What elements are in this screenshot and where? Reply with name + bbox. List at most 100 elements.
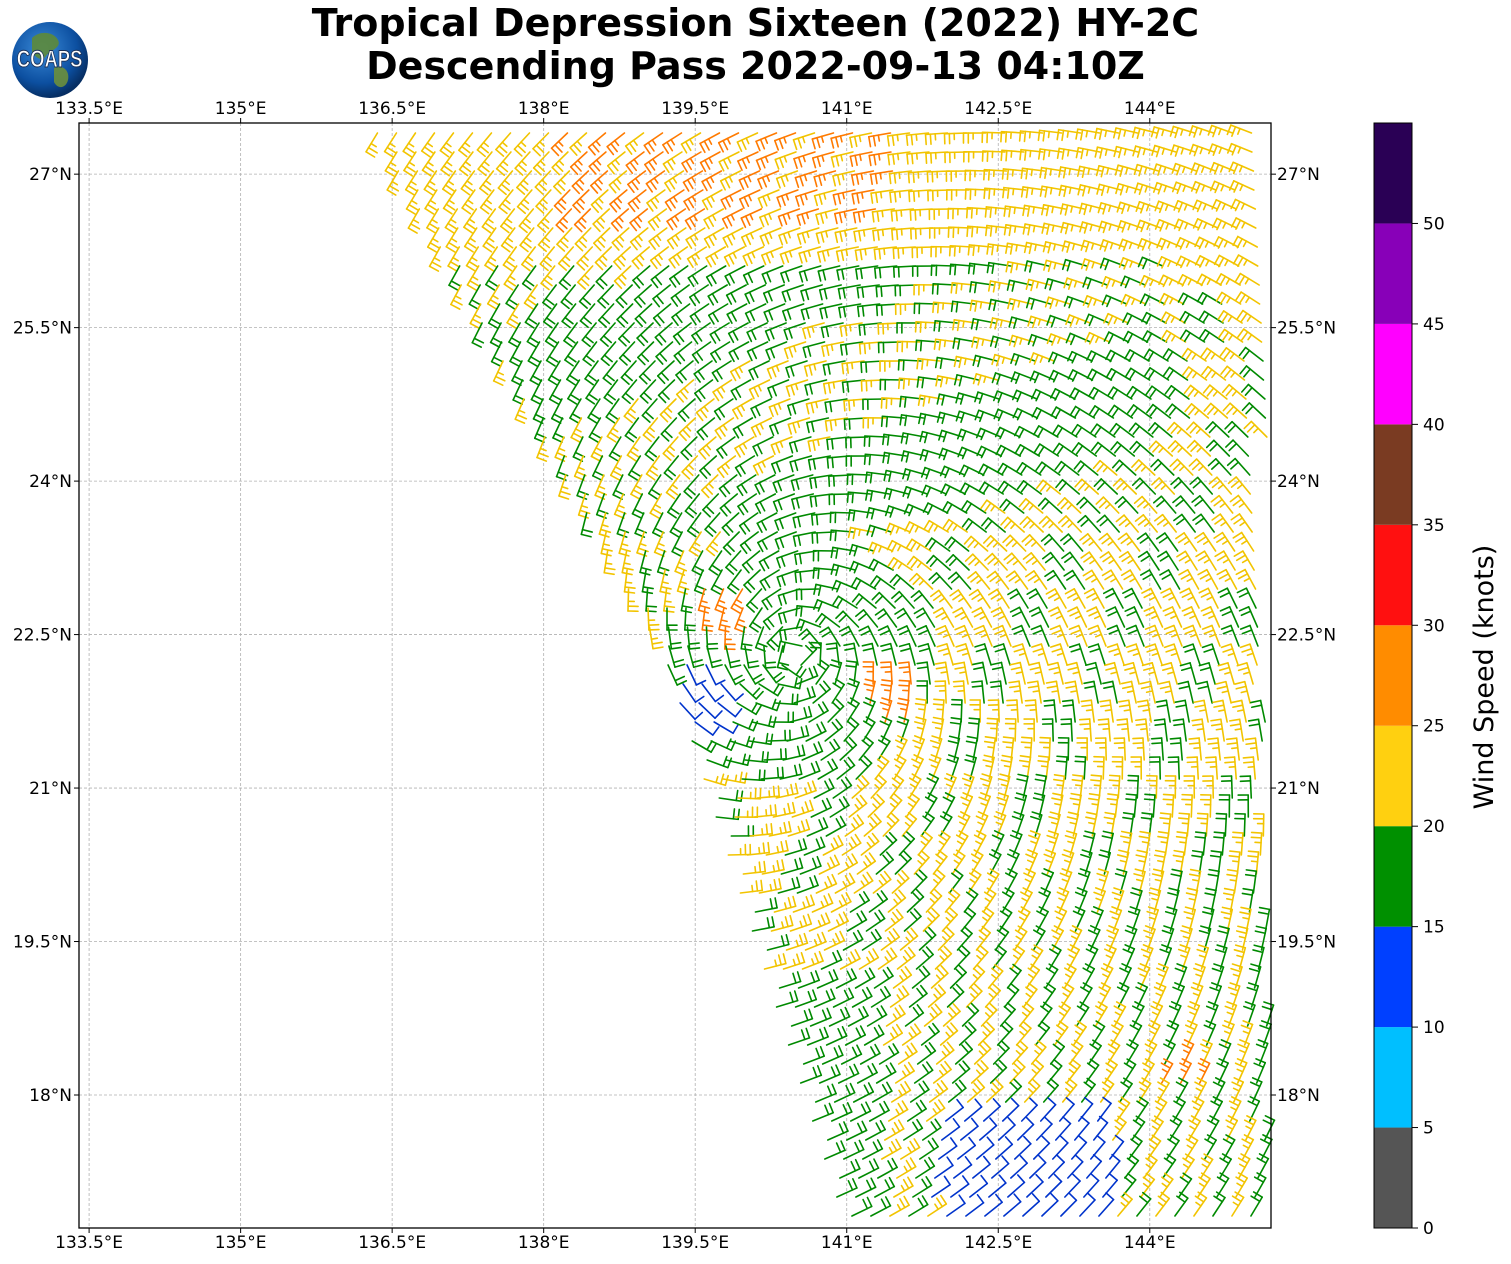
wind-barb-flag: [501, 141, 508, 148]
wind-barb-staff: [634, 512, 645, 535]
wind-barb: [871, 208, 896, 223]
wind-barb: [1048, 351, 1074, 365]
wind-barb-flag: [463, 245, 474, 253]
wind-barb-flag: [404, 188, 416, 196]
wind-barb-flag: [667, 511, 677, 519]
wind-barb-flag: [1074, 478, 1083, 488]
wind-barb-flag: [483, 160, 490, 167]
wind-barb: [776, 550, 799, 569]
wind-barb-flag: [816, 155, 821, 168]
wind-barb-staff: [1198, 236, 1221, 248]
wind-barb-flag: [863, 342, 867, 355]
wind-barb-flag: [926, 554, 935, 564]
wind-barb-staff: [1033, 570, 1048, 590]
wind-barb-flag: [1238, 591, 1250, 598]
wind-barb-staff: [582, 341, 598, 361]
wind-barb-staff: [928, 519, 949, 533]
wind-barb-staff: [566, 360, 580, 381]
wind-barb: [1232, 531, 1255, 552]
wind-barb: [587, 132, 607, 156]
wind-barb-flag: [1205, 439, 1215, 449]
wind-barb-flag: [958, 356, 962, 369]
wind-barb-staff: [1194, 180, 1217, 191]
wind-barb-staff: [654, 322, 673, 339]
wind-barb-flag: [1051, 205, 1055, 214]
wind-barb: [577, 265, 594, 290]
wind-barb-flag: [1000, 149, 1003, 162]
wind-barb-flag: [524, 279, 535, 287]
wind-barb: [869, 170, 894, 186]
wind-barb-flag: [1010, 261, 1014, 274]
wind-barb-flag: [635, 257, 644, 267]
wind-barb-flag: [666, 468, 676, 477]
wind-barb-flag: [1161, 128, 1165, 137]
wind-barb-staff: [1223, 328, 1244, 343]
wind-barb-flag: [832, 175, 837, 187]
wind-barb-staff: [779, 246, 803, 256]
wind-barb-flag: [1131, 477, 1141, 487]
wind-barb-flag: [545, 255, 552, 262]
wind-barb-flag: [627, 202, 636, 213]
wind-barb-flag: [1184, 558, 1192, 564]
wind-barb-flag: [1186, 259, 1191, 267]
wind-barb-flag: [873, 248, 877, 261]
wind-barb: [696, 417, 716, 441]
wind-barb-flag: [724, 275, 731, 286]
wind-barb-flag: [972, 244, 975, 257]
wind-barb: [498, 189, 514, 215]
wind-barb-flag: [611, 450, 622, 458]
wind-barb-flag: [781, 310, 787, 322]
wind-barb-flag: [853, 135, 858, 148]
wind-barb-flag: [867, 135, 872, 148]
wind-barb-flag: [633, 238, 642, 248]
wind-barb-staff: [723, 246, 746, 258]
wind-barb-flag: [688, 296, 697, 307]
wind-barb-flag: [1171, 334, 1176, 342]
wind-barb: [641, 398, 658, 423]
wind-barb-flag: [1018, 130, 1022, 142]
wind-barb: [877, 625, 898, 647]
wind-barb-flag: [1178, 569, 1189, 576]
wind-barb-staff: [1083, 496, 1101, 514]
wind-barb: [1159, 569, 1181, 590]
wind-barb-flag: [564, 316, 574, 325]
wind-barb-flag: [591, 475, 603, 481]
wind-barb-staff: [1165, 311, 1186, 324]
wind-barb-flag: [956, 428, 963, 440]
wind-barb: [440, 151, 455, 177]
wind-barb: [1086, 368, 1113, 382]
wind-barb-flag: [755, 424, 762, 436]
wind-barb: [1198, 587, 1219, 609]
wind-barb-flag: [1142, 258, 1148, 270]
wind-barb: [1181, 366, 1208, 381]
wind-barb: [1111, 459, 1137, 476]
wind-barb-flag: [1029, 522, 1036, 529]
wind-barb-flag: [724, 177, 731, 189]
wind-barb-flag: [862, 229, 866, 237]
wind-barb: [868, 558, 894, 572]
wind-barb-flag: [754, 405, 761, 417]
wind-barb-flag: [978, 481, 986, 492]
wind-barb-flag: [819, 308, 824, 320]
wind-barb-staff: [767, 379, 790, 389]
wind-barb-flag: [1099, 518, 1109, 527]
wind-barb-flag: [1124, 521, 1132, 528]
wind-barb: [479, 189, 495, 215]
wind-barb-flag: [640, 566, 652, 571]
wind-barb: [841, 379, 866, 394]
wind-barb-flag: [1214, 550, 1225, 558]
wind-barb-flag: [898, 629, 910, 636]
wind-barb-staff: [776, 189, 799, 199]
wind-barb-flag: [1201, 184, 1206, 192]
wind-barb-flag: [516, 413, 528, 420]
wind-barb-flag: [577, 514, 590, 519]
wind-barb-staff: [683, 189, 704, 203]
wind-barb-flag: [1239, 184, 1244, 192]
wind-barb-flag: [846, 381, 850, 393]
wind-barb-flag: [508, 275, 516, 281]
wind-barb-flag: [872, 229, 875, 242]
wind-barb-flag: [938, 339, 942, 351]
wind-barb-flag: [1050, 406, 1058, 417]
wind-barb-flag: [697, 389, 706, 400]
wind-barb-staff: [1218, 254, 1240, 267]
